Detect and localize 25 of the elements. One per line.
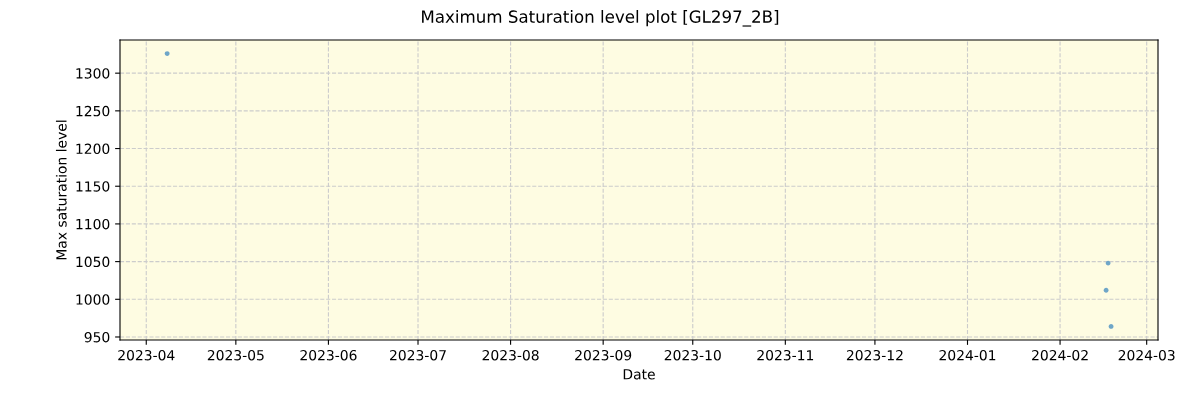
x-axis-title: Date	[623, 369, 655, 380]
chart-title: Maximum Saturation level plot [GL297_2B]	[422, 10, 779, 27]
y-tick-label: 1250	[76, 105, 110, 117]
point	[1103, 287, 1109, 293]
x-tick-label: 2023-09	[575, 349, 632, 361]
y-tick-label: 1200	[76, 143, 110, 155]
x-tick-label: 2023-07	[390, 349, 446, 361]
x-tick-label: 2024-03	[1118, 349, 1175, 361]
y-tick-label: 950	[84, 331, 110, 343]
x-tick-label: 2023-12	[846, 349, 903, 361]
x-tick-label: 2023-04	[118, 349, 175, 361]
y-axis-title: Max saturation level	[55, 120, 67, 260]
x-tick-label: 2024-02	[1032, 349, 1088, 361]
x-tick-label: 2024-01	[939, 349, 996, 361]
y-tick-label: 1050	[76, 256, 110, 268]
x-tick-label: 2023-10	[664, 349, 721, 361]
point	[164, 51, 170, 56]
x-tick-label: 2023-05	[207, 349, 264, 361]
y-tick-label: 1300	[76, 68, 110, 79]
x-tick-label: 2023-06	[300, 349, 357, 361]
y-tick-label: 1100	[76, 218, 110, 230]
x-tick-label: 2023-11	[757, 349, 814, 361]
y-tick-label: 1000	[76, 294, 110, 305]
x-tick-label: 2023-08	[482, 349, 539, 361]
y-tick-label: 1150	[76, 181, 110, 192]
